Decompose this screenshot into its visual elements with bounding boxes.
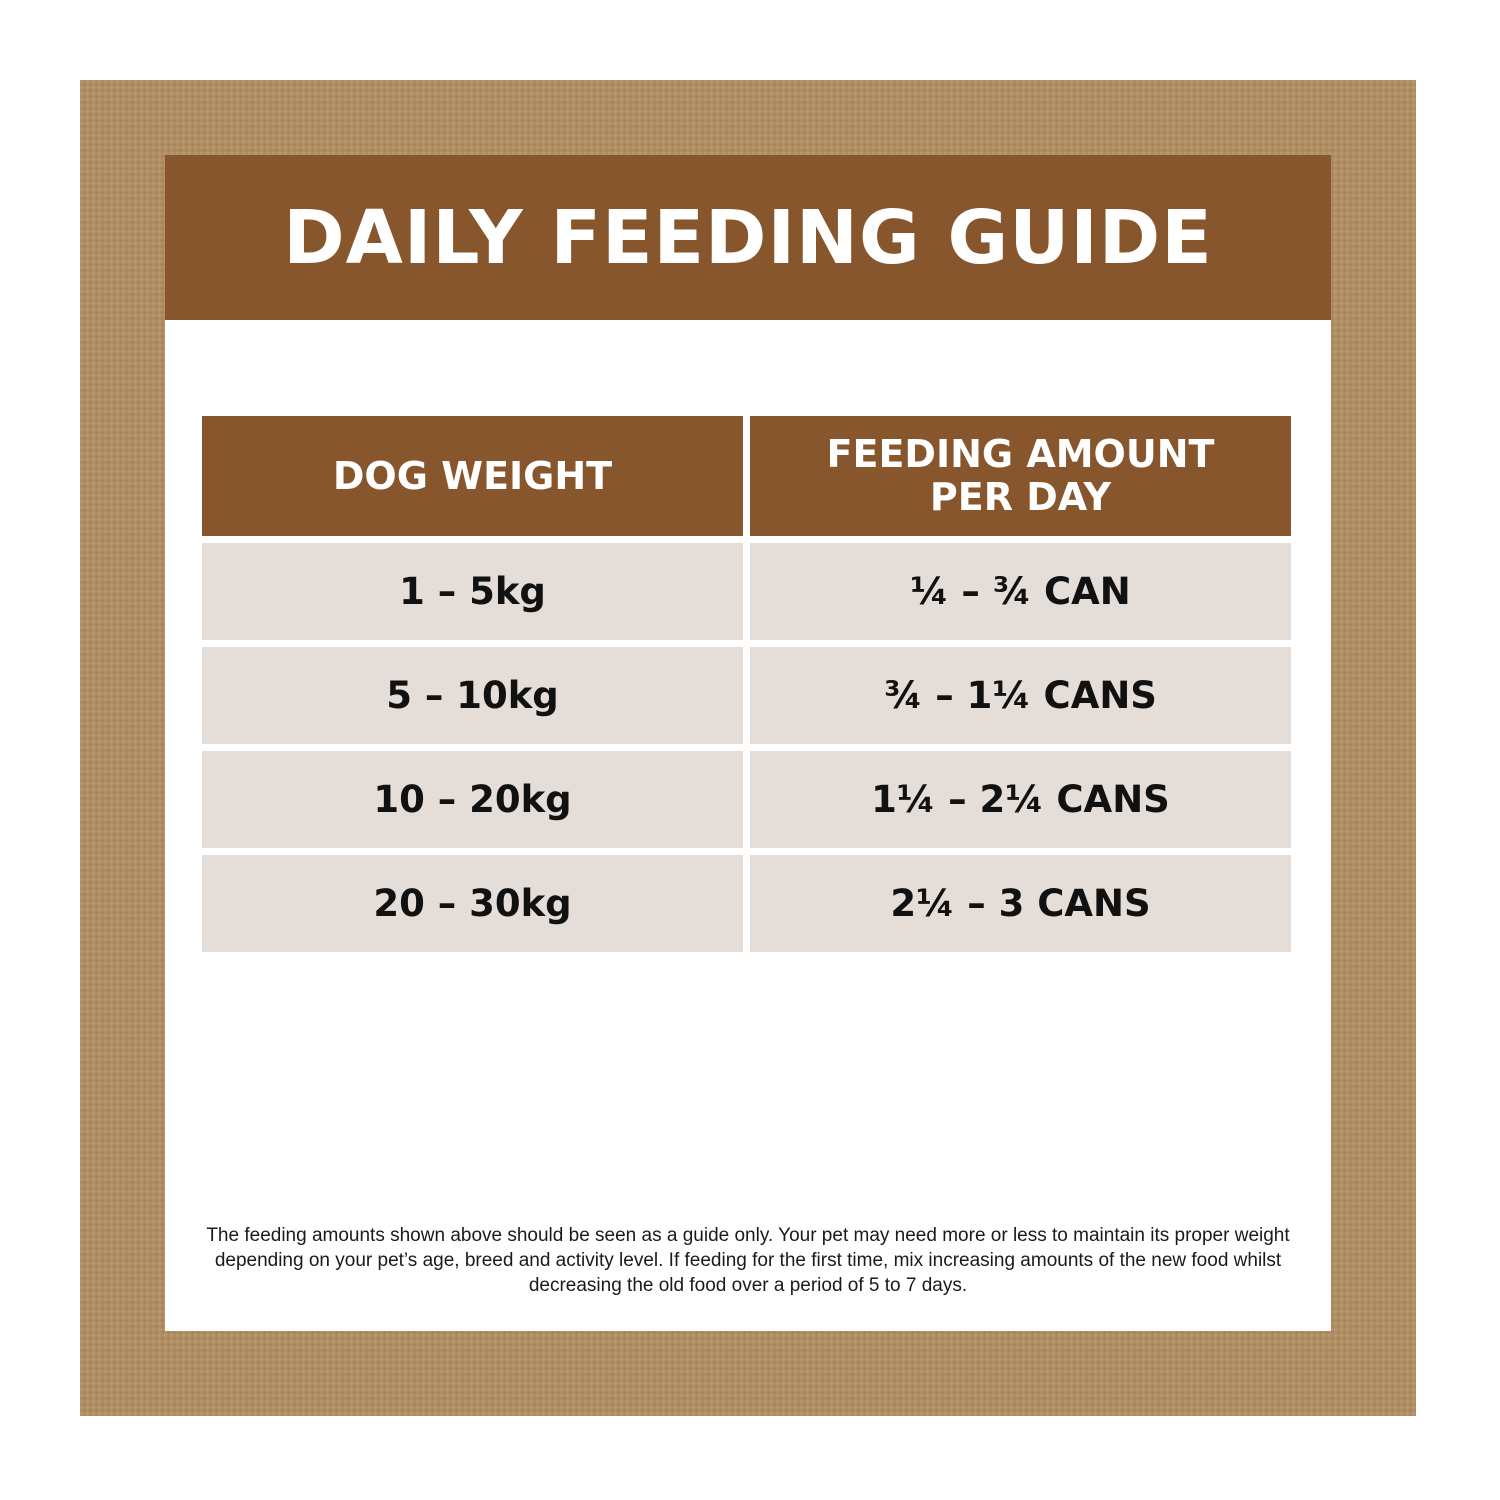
title-banner: DAILY FEEDING GUIDE <box>165 155 1331 320</box>
table-row: 1 – 5kg ¼ – ¾ CAN <box>202 543 1292 640</box>
weight-cell: 1 – 5kg <box>202 543 743 640</box>
table-header-row: DOG WEIGHT FEEDING AMOUNT PER DAY <box>202 416 1292 536</box>
column-header-dog-weight: DOG WEIGHT <box>202 416 743 536</box>
page-title: DAILY FEEDING GUIDE <box>283 194 1213 281</box>
feeding-table: DOG WEIGHT FEEDING AMOUNT PER DAY 1 – 5k… <box>202 416 1292 959</box>
textured-border-frame: DAILY FEEDING GUIDE DOG WEIGHT FEEDING A… <box>80 80 1416 1416</box>
weight-cell: 5 – 10kg <box>202 647 743 744</box>
table-row: 20 – 30kg 2¼ – 3 CANS <box>202 855 1292 952</box>
table-row: 5 – 10kg ¾ – 1¼ CANS <box>202 647 1292 744</box>
amount-cell: 2¼ – 3 CANS <box>750 855 1291 952</box>
amount-cell: ¾ – 1¼ CANS <box>750 647 1291 744</box>
weight-cell: 10 – 20kg <box>202 751 743 848</box>
amount-cell: 1¼ – 2¼ CANS <box>750 751 1291 848</box>
weight-cell: 20 – 30kg <box>202 855 743 952</box>
feeding-disclaimer-note: The feeding amounts shown above should b… <box>206 1225 1290 1296</box>
amount-cell: ¼ – ¾ CAN <box>750 543 1291 640</box>
column-header-feeding-amount: FEEDING AMOUNT PER DAY <box>750 416 1291 536</box>
table-row: 10 – 20kg 1¼ – 2¼ CANS <box>202 751 1292 848</box>
content-panel: DAILY FEEDING GUIDE DOG WEIGHT FEEDING A… <box>165 155 1331 1331</box>
